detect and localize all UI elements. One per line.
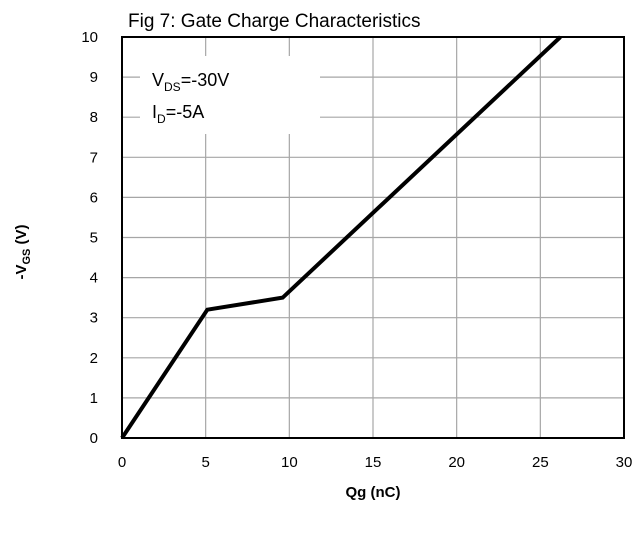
annotation-vds-rest: =-30V — [181, 70, 230, 90]
annotation-box — [140, 56, 320, 134]
x-tick-label: 30 — [616, 454, 633, 471]
annotation-id-sub: D — [157, 112, 166, 126]
x-tick-label: 20 — [448, 454, 465, 471]
y-tick-labels: 0 1 2 3 4 5 6 7 8 9 10 — [81, 29, 98, 447]
annotation-vds: VDS=-30V — [152, 70, 229, 94]
y-tick-label: 10 — [81, 29, 98, 46]
x-tick-label: 25 — [532, 454, 549, 471]
y-tick-label: 7 — [90, 149, 98, 166]
y-tick-label: 9 — [90, 69, 98, 86]
annotation-vds-sub: DS — [164, 80, 181, 94]
annotation-vds-main: V — [152, 70, 164, 90]
annotation-id-rest: =-5A — [166, 102, 205, 122]
y-tick-label: 6 — [90, 189, 98, 206]
grid-lines — [122, 37, 624, 438]
y-tick-label: 0 — [90, 430, 98, 447]
y-axis-title-prefix: -V — [13, 265, 30, 280]
x-axis-title: Qg (nC) — [346, 484, 401, 501]
x-tick-labels: 0 5 10 15 20 25 30 — [118, 454, 633, 471]
y-axis-title-sub: GS — [21, 249, 33, 265]
chart-title: Fig 7: Gate Charge Characteristics — [128, 11, 421, 32]
x-tick-label: 10 — [281, 454, 298, 471]
y-tick-label: 2 — [90, 350, 98, 367]
y-tick-label: 1 — [90, 390, 98, 407]
series-line — [120, 35, 562, 440]
y-tick-label: 5 — [90, 230, 98, 247]
series-lines — [120, 35, 562, 440]
y-tick-label: 8 — [90, 109, 98, 126]
x-tick-label: 15 — [365, 454, 382, 471]
annotation-id: ID=-5A — [152, 102, 204, 126]
y-axis-title-suffix: (V) — [13, 224, 30, 248]
x-tick-label: 5 — [201, 454, 209, 471]
y-tick-label: 3 — [90, 310, 98, 327]
y-axis-title: -VGS (V) — [13, 224, 33, 279]
y-tick-label: 4 — [90, 270, 98, 287]
plot-area-frame — [121, 36, 625, 439]
x-tick-label: 0 — [118, 454, 126, 471]
annotation-id-main: I — [152, 102, 157, 122]
